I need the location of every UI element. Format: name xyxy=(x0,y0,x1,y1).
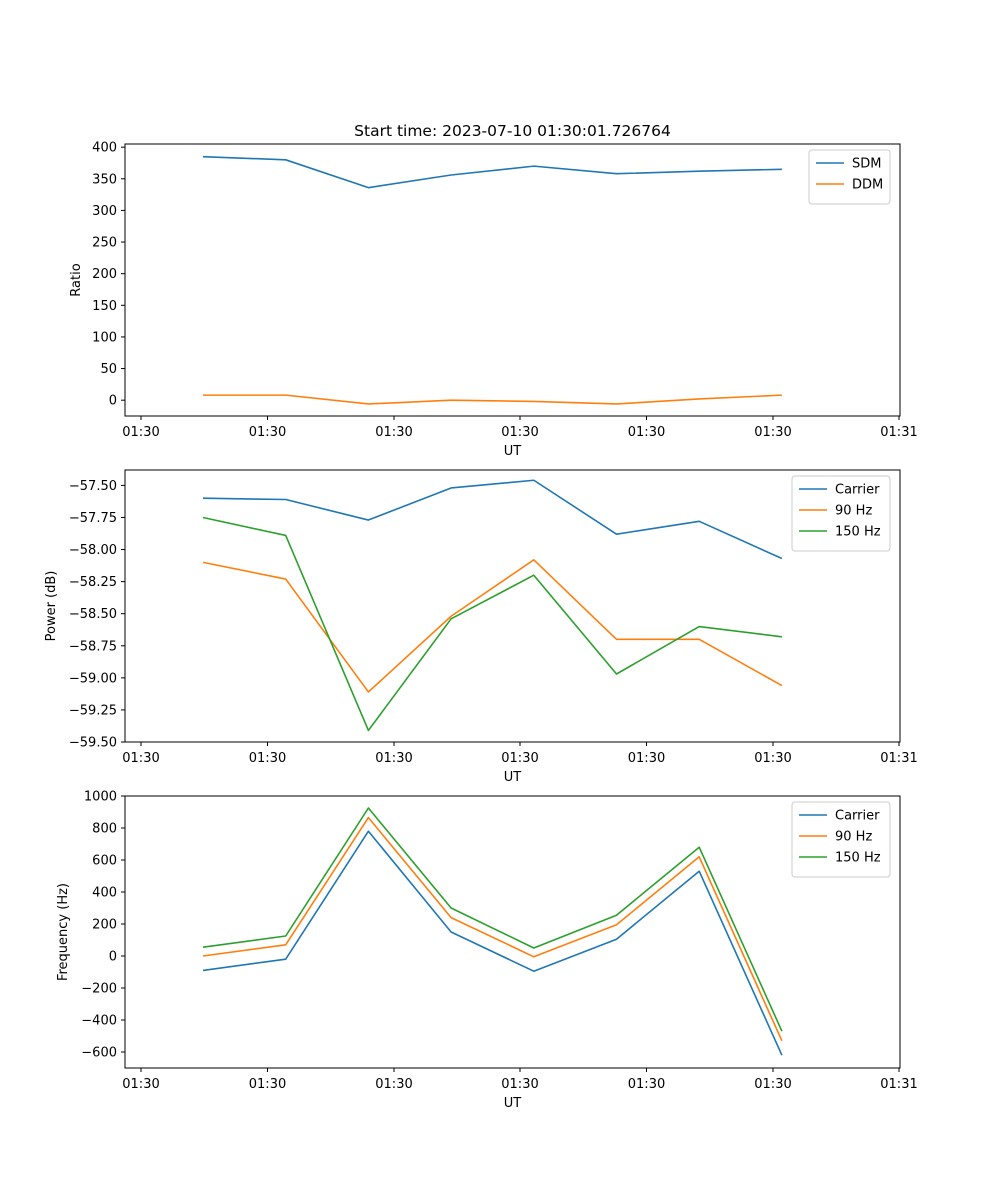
x-tick-label: 01:30 xyxy=(628,1077,665,1092)
y-tick-label: 600 xyxy=(92,854,117,869)
y-tick-label: −58.75 xyxy=(69,639,117,654)
y-tick-label: 800 xyxy=(92,822,117,837)
y-tick-label: 400 xyxy=(92,141,117,156)
x-tick-label: 01:30 xyxy=(249,425,286,440)
x-tick-label: 01:30 xyxy=(375,751,412,766)
legend-entry-label: SDM xyxy=(852,157,881,172)
x-tick-label: 01:30 xyxy=(122,1077,159,1092)
axes-frame xyxy=(124,469,901,743)
series-line-90-hz xyxy=(202,816,783,1042)
x-tick-label: 01:30 xyxy=(754,425,791,440)
x-tick-label: 01:30 xyxy=(628,751,665,766)
y-tick-label: 50 xyxy=(100,362,117,377)
legend-entry-label: Carrier xyxy=(835,483,880,498)
y-axis-label: Frequency (Hz) xyxy=(56,883,71,981)
y-tick-label: 0 xyxy=(109,950,117,965)
x-tick-label: 01:30 xyxy=(249,751,286,766)
x-axis-label: UT xyxy=(504,1096,522,1111)
y-tick-label: 150 xyxy=(92,299,117,314)
axes-frame xyxy=(124,795,901,1069)
y-tick-label: −600 xyxy=(81,1046,117,1061)
y-axis-label: Power (dB) xyxy=(44,571,59,642)
x-tick-label: 01:30 xyxy=(122,751,159,766)
axes-frame xyxy=(124,143,901,417)
legend-entry-label: 150 Hz xyxy=(835,525,881,540)
subplot-1: 01:30 01:30 01:30 01:30 01:30 01:30 01:31 0 50 10… xyxy=(69,122,918,459)
legend-entry-label: 90 Hz xyxy=(835,504,872,519)
y-tick-label: 300 xyxy=(92,204,117,219)
x-tick-label: 01:30 xyxy=(375,425,412,440)
legend: Carrier 90 Hz 150 Hz xyxy=(791,475,891,552)
x-tick-label: 01:31 xyxy=(880,751,917,766)
x-tick-label: 01:31 xyxy=(880,425,917,440)
y-tick-label: 0 xyxy=(109,394,117,409)
y-tick-label: −400 xyxy=(81,1014,117,1029)
x-tick-label: 01:30 xyxy=(249,1077,286,1092)
legend-entry-label: Carrier xyxy=(835,809,880,824)
y-tick-label: −59.00 xyxy=(69,671,117,686)
subplot-2: 01:30 01:30 01:30 01:30 01:30 01:30 01:31 −59.5… xyxy=(44,469,918,785)
y-tick-label: 250 xyxy=(92,236,117,251)
y-tick-label: 200 xyxy=(92,918,117,933)
y-tick-label: 100 xyxy=(92,330,117,345)
y-tick-label: 200 xyxy=(92,267,117,282)
subplot-3: 01:30 01:30 01:30 01:30 01:30 01:30 01:31 −600 −… xyxy=(56,790,918,1112)
legend-box xyxy=(791,801,891,878)
y-tick-label: −58.25 xyxy=(69,575,117,590)
chart-title: Start time: 2023-07-10 01:30:01.726764 xyxy=(354,122,671,140)
x-tick-label: 01:30 xyxy=(501,751,538,766)
legend: Carrier 90 Hz 150 Hz xyxy=(791,801,891,878)
x-tick-label: 01:30 xyxy=(501,1077,538,1092)
series-line-ddm xyxy=(203,394,782,405)
y-tick-label: −58.50 xyxy=(69,607,117,622)
y-tick-label: −57.75 xyxy=(69,511,117,526)
y-axis-label: Ratio xyxy=(69,263,84,296)
series-line-carrier xyxy=(202,830,783,1056)
x-tick-label: 01:30 xyxy=(754,751,791,766)
y-tick-label: −58.00 xyxy=(69,543,117,558)
series-line-150-hz xyxy=(202,516,782,732)
series-line-sdm xyxy=(202,155,782,189)
series-line-90-hz xyxy=(202,559,783,693)
x-tick-label: 01:30 xyxy=(628,425,665,440)
series-line-150-hz xyxy=(202,807,783,1032)
x-axis-label: UT xyxy=(504,444,522,459)
x-tick-label: 01:30 xyxy=(501,425,538,440)
x-tick-label: 01:30 xyxy=(122,425,159,440)
y-tick-label: 350 xyxy=(92,172,117,187)
legend-entry-label: 150 Hz xyxy=(835,851,881,866)
x-tick-label: 01:31 xyxy=(880,1077,917,1092)
y-tick-label: −59.25 xyxy=(69,703,117,718)
x-axis-label: UT xyxy=(504,770,522,785)
y-tick-label: 1000 xyxy=(84,790,117,805)
series-line-carrier xyxy=(202,479,783,560)
y-tick-label: −59.50 xyxy=(69,736,117,751)
x-tick-label: 01:30 xyxy=(375,1077,412,1092)
x-tick-label: 01:30 xyxy=(754,1077,791,1092)
legend: SDM DDM xyxy=(808,149,891,205)
legend-entry-label: 90 Hz xyxy=(835,830,872,845)
legend-entry-label: DDM xyxy=(852,178,883,193)
y-tick-label: −57.50 xyxy=(69,479,117,494)
legend-box xyxy=(791,475,891,552)
y-tick-label: 400 xyxy=(92,886,117,901)
y-tick-label: −200 xyxy=(81,982,117,997)
